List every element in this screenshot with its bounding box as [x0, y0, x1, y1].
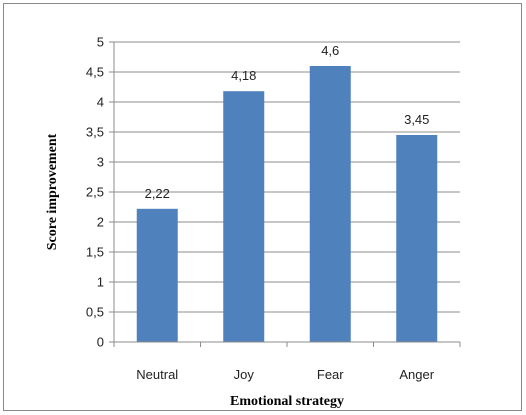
- data-label-joy: 4,18: [231, 68, 256, 83]
- bar-joy: [223, 91, 265, 342]
- y-tick-label: 0: [97, 335, 104, 350]
- bars: [136, 66, 438, 342]
- y-tick-label: 1: [97, 275, 104, 290]
- x-axis-ticks: Neutral Joy Fear Anger: [113, 342, 461, 382]
- y-tick-label: 3,5: [86, 125, 104, 140]
- y-tick-label: 3: [97, 155, 104, 170]
- y-tick-label: 2: [97, 215, 104, 230]
- data-label-neutral: 2,22: [145, 186, 170, 201]
- y-tick-label: 1,5: [86, 245, 104, 260]
- y-tick-label: 2,5: [86, 185, 104, 200]
- data-labels: 2,22 4,18 4,6 3,45: [145, 43, 430, 201]
- y-tick-label: 4,5: [86, 65, 104, 80]
- x-tick-label-anger: Anger: [399, 367, 434, 382]
- x-tick-label-joy: Joy: [234, 367, 255, 382]
- data-label-anger: 3,45: [404, 112, 429, 127]
- y-tick-label: 0,5: [86, 305, 104, 320]
- bar-anger: [396, 135, 438, 342]
- x-tick-label-neutral: Neutral: [136, 367, 178, 382]
- x-axis-title: Emotional strategy: [230, 394, 344, 409]
- data-label-fear: 4,6: [321, 43, 339, 58]
- y-axis-ticks: 0 0,5 1 1,5 2 2,5 3 3,5 4 4,5 5: [86, 35, 114, 350]
- bar-neutral: [136, 208, 178, 342]
- y-tick-label: 4: [97, 95, 104, 110]
- y-axis-title: Score improvement: [45, 133, 60, 250]
- y-tick-label: 5: [97, 35, 104, 50]
- x-tick-label-fear: Fear: [317, 367, 344, 382]
- bar-fear: [309, 66, 351, 342]
